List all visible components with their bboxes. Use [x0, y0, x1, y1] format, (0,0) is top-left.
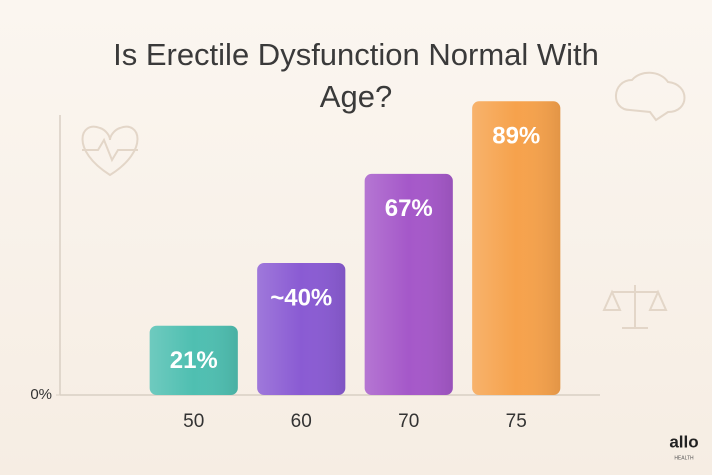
- bar-shine: [149, 325, 238, 395]
- value-label: 67%: [385, 195, 433, 222]
- x-tick-label: 75: [506, 411, 527, 432]
- x-tick-label: 60: [291, 411, 312, 432]
- y-tick-label: 0%: [30, 386, 52, 403]
- value-label: 89%: [492, 123, 540, 150]
- logo-sub: HEALTH: [674, 455, 694, 461]
- logo: allo: [669, 432, 698, 451]
- value-label: ~40%: [270, 284, 332, 311]
- bar-shine: [472, 101, 561, 396]
- x-tick-label: 50: [183, 411, 204, 432]
- decor-icons: [81, 71, 686, 329]
- bar-shine: [364, 173, 453, 395]
- chart-title: Is Erectile Dysfunction Normal With Age?: [113, 37, 599, 114]
- value-label: 21%: [170, 347, 218, 374]
- x-tick-label: 70: [398, 411, 419, 432]
- bar-shine: [257, 263, 346, 395]
